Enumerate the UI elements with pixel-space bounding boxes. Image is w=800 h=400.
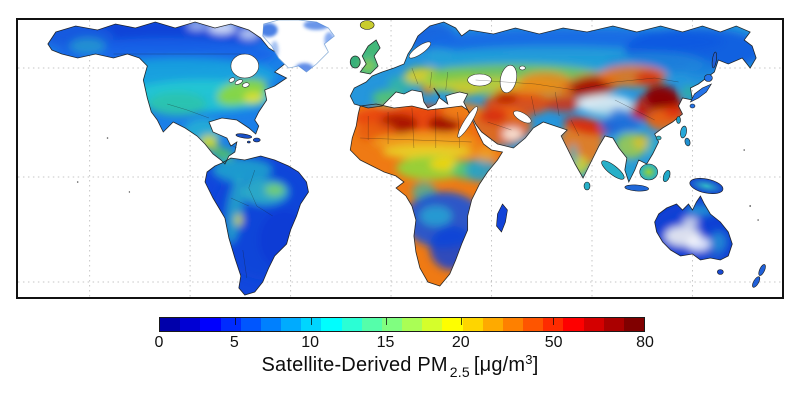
units-exponent: 3: [525, 352, 533, 367]
borneo: [639, 163, 658, 181]
colorbar-tick-labels: 0 5 10 15 20 50 80: [155, 334, 654, 352]
units-text: μg/m: [479, 354, 526, 376]
colorbar-tickmark: [235, 318, 237, 325]
colorbar-title: Satellite-Derived PM 2.5 [μg/m3]: [0, 352, 800, 380]
red-sea: [457, 106, 478, 138]
colorbar-segment: [462, 318, 483, 331]
colorbar-tick-label: 50: [544, 334, 563, 351]
colorbar-segment: [442, 318, 463, 331]
colorbar-segment: [341, 318, 362, 331]
colorbar-segment: [220, 318, 241, 331]
colorbar-tick-label: 5: [229, 334, 239, 351]
units-open: [: [473, 354, 480, 376]
baltic-sea: [408, 41, 432, 59]
iceland: [359, 20, 375, 30]
sri-lanka: [583, 181, 591, 191]
philippines: [680, 125, 687, 139]
hainan: [655, 135, 662, 141]
colorbar-segment: [502, 318, 524, 331]
world-map: [18, 20, 782, 297]
aral-sea: [519, 65, 526, 71]
colorbar-segment: [523, 318, 544, 331]
tasmania: [717, 269, 724, 275]
colorbar-tick-label: 20: [451, 334, 470, 351]
heat-africa: [352, 103, 498, 270]
madagascar: [496, 203, 508, 233]
colorbar-segment: [321, 318, 342, 331]
colorbar-segment: [603, 318, 624, 331]
persian-gulf: [513, 110, 532, 124]
hudson-bay: [230, 53, 260, 79]
hispaniola: [252, 137, 261, 143]
heat-south-america: [211, 158, 322, 280]
caspian-sea: [499, 64, 518, 94]
black-sea: [467, 73, 492, 87]
pm25-heat-layer: [47, 22, 757, 280]
colorbar-segment: [381, 318, 403, 331]
colorbar-segment: [482, 318, 503, 331]
great-lakes: [234, 79, 243, 85]
colorbar-tick-label: 0: [154, 334, 164, 351]
colorbar-segment: [260, 318, 282, 331]
colorbar-tickmark: [310, 318, 312, 325]
sumatra: [601, 160, 625, 180]
inland-water: [228, 41, 532, 138]
colorbar-segment: [422, 318, 443, 331]
title-main: Satellite-Derived PM: [261, 354, 448, 376]
colorbar-segment: [623, 318, 645, 331]
colorbar-segment: [160, 318, 181, 331]
country-borders: [113, 53, 679, 279]
sakhalin: [711, 51, 717, 69]
title-subscript: 2.5: [449, 364, 470, 380]
colorbar-tickmark: [385, 318, 387, 325]
map-frame: [16, 18, 784, 299]
sulawesi: [662, 169, 671, 183]
colorbar-segment: [281, 318, 302, 331]
colorbar-segment: [563, 318, 584, 331]
java: [624, 184, 649, 192]
colorbar-tick-label: 15: [376, 334, 395, 351]
heat-north-america: [47, 22, 277, 161]
colorbar-segment: [583, 318, 604, 331]
colorbar: [159, 317, 645, 332]
colorbar-tickmark: [553, 318, 554, 325]
greenland: [262, 20, 335, 73]
colorbar-segment: [180, 318, 201, 331]
colorbar-segment: [240, 318, 261, 331]
units-close: ]: [532, 354, 539, 376]
small-islands: [76, 137, 759, 221]
colorbar-segment: [200, 318, 221, 331]
japan: [704, 74, 713, 82]
colorbar-tickmark: [460, 318, 462, 325]
islands: [235, 20, 766, 288]
taiwan: [676, 116, 681, 124]
cuba: [235, 133, 253, 139]
new-zealand: [758, 264, 766, 276]
new-guinea: [689, 177, 724, 195]
colorbar-segment: [402, 318, 423, 331]
colorbar-tick-label: 80: [636, 334, 654, 351]
colorbar-segment: [361, 318, 382, 331]
colorbar-tick-label: 10: [301, 334, 320, 351]
